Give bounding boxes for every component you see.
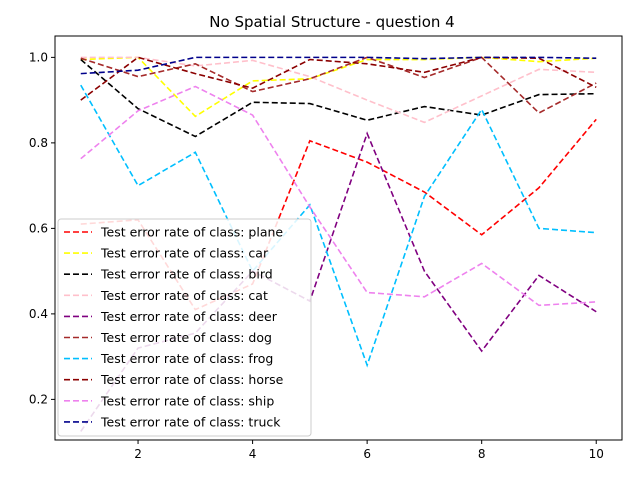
legend: Test error rate of class: plane Test erro… bbox=[57, 218, 312, 437]
legend-label: Test error rate of class: truck bbox=[100, 414, 281, 429]
series-line-8 bbox=[80, 56, 597, 101]
y-tick-label: 1.0 bbox=[29, 50, 48, 64]
legend-label: Test error rate of class: bird bbox=[100, 267, 273, 282]
legend-label: Test error rate of class: frog bbox=[100, 351, 273, 366]
legend-label: Test error rate of class: plane bbox=[100, 225, 283, 240]
axes-frame bbox=[54, 35, 623, 441]
y-tick-label: 0.2 bbox=[29, 392, 48, 406]
legend-label: Test error rate of class: horse bbox=[100, 372, 284, 387]
legend-label: Test error rate of class: ship bbox=[100, 393, 274, 408]
x-tick-label: 10 bbox=[589, 447, 604, 461]
y-tick-label: 0.8 bbox=[29, 136, 48, 150]
x-axis: 2 4 6 8 10 bbox=[134, 440, 604, 461]
x-tick-label: 4 bbox=[249, 447, 257, 461]
legend-label: Test error rate of class: car bbox=[100, 246, 269, 261]
series-line-10 bbox=[80, 56, 597, 75]
series-line-9 bbox=[80, 85, 597, 307]
series-line-6 bbox=[80, 56, 597, 114]
legend-label: Test error rate of class: dog bbox=[100, 330, 272, 345]
y-tick-label: 0.4 bbox=[29, 307, 48, 321]
x-tick-label: 8 bbox=[478, 447, 486, 461]
x-tick-label: 2 bbox=[134, 447, 142, 461]
chart-title: No Spatial Structure - question 4 bbox=[209, 13, 454, 31]
legend-box bbox=[57, 218, 312, 437]
legend-label: Test error rate of class: deer bbox=[100, 309, 278, 324]
legend-label: Test error rate of class: cat bbox=[100, 288, 268, 303]
y-axis: 0.2 0.4 0.6 0.8 1.0 bbox=[29, 50, 55, 406]
series-line-3 bbox=[80, 58, 597, 138]
series-line-4 bbox=[80, 56, 597, 124]
series-line-7 bbox=[80, 84, 597, 368]
y-tick-label: 0.6 bbox=[29, 221, 48, 235]
x-tick-label: 6 bbox=[363, 447, 371, 461]
